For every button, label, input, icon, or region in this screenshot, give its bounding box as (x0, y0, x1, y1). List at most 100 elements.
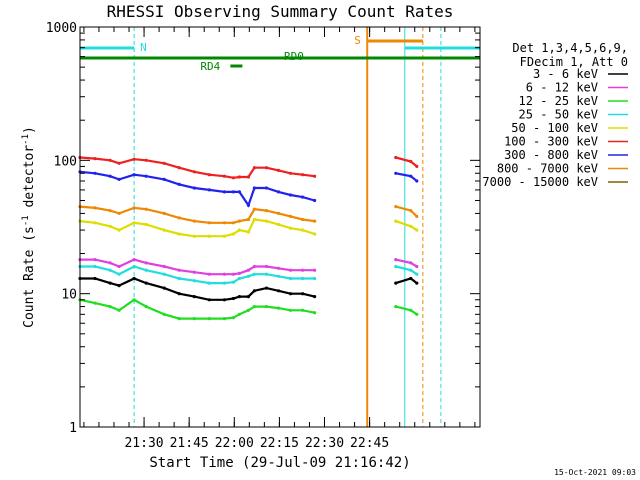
data-point (231, 296, 235, 301)
y-axis-label-sup1: -1 (21, 215, 31, 226)
data-point (237, 276, 241, 281)
data-point (313, 311, 317, 315)
data-point (252, 166, 256, 170)
data-point (313, 174, 317, 178)
data-point (246, 274, 250, 278)
data-point (192, 270, 196, 274)
data-point (394, 281, 398, 285)
data-point (276, 190, 281, 194)
x-axis-label: Start Time (29-Jul-09 21:16:42) (149, 455, 410, 471)
data-point (246, 295, 250, 299)
data-point (93, 157, 97, 161)
data-point (276, 222, 281, 227)
night-flag-label: N (140, 41, 147, 54)
data-point (222, 174, 226, 178)
data-point (313, 276, 317, 281)
data-point (394, 258, 398, 262)
data-point (192, 317, 196, 321)
data-point (237, 312, 241, 316)
data-point (237, 271, 241, 275)
data-point (231, 232, 235, 236)
data-point (246, 203, 250, 207)
data-point (252, 272, 256, 276)
data-point (313, 295, 317, 299)
x-axis: 21:30 21:45 22:00 22:15 22:30 22:45 (83, 27, 476, 451)
data-point (237, 190, 241, 194)
data-point (415, 179, 419, 183)
data-point (252, 305, 256, 309)
series-line-7 (79, 205, 315, 224)
data-point (132, 157, 136, 161)
data-point (108, 261, 112, 265)
data-point (177, 166, 181, 170)
data-point (246, 308, 250, 312)
data-point (144, 158, 148, 162)
data-point (237, 175, 241, 179)
data-point (252, 217, 256, 222)
data-point (415, 228, 419, 232)
data-point (231, 316, 235, 320)
data-point (231, 221, 235, 225)
data-point (246, 217, 250, 222)
data-point (264, 209, 269, 213)
data-point (237, 228, 241, 232)
data-point (117, 272, 121, 276)
data-point (108, 174, 112, 178)
data-point (93, 171, 97, 175)
data-point (117, 228, 121, 232)
data-point (132, 206, 136, 210)
data-point (132, 221, 136, 225)
data-point (207, 173, 211, 177)
data-point (415, 312, 419, 316)
data-point (237, 295, 241, 299)
data-point (132, 173, 136, 177)
data-point (117, 264, 121, 269)
y-axis: 1 10 100 1000 (46, 21, 480, 436)
data-point (264, 305, 269, 309)
series-line-4 (79, 218, 315, 238)
data-point (237, 219, 241, 223)
data-point (415, 264, 419, 269)
data-point (409, 224, 413, 228)
data-point (108, 268, 112, 272)
data-point (264, 166, 269, 170)
data-point (231, 176, 235, 180)
data-point (222, 190, 226, 194)
data-point (93, 264, 97, 269)
data-point (192, 219, 196, 223)
data-point (144, 174, 148, 178)
data-point (288, 276, 293, 281)
data-point (177, 276, 181, 281)
data-point (246, 175, 250, 179)
data-point (394, 305, 398, 309)
data-point (108, 209, 112, 213)
flag-markers: N S RD0 RD4 (79, 27, 480, 427)
data-point (246, 230, 250, 234)
data-point (192, 170, 196, 174)
data-point (301, 268, 305, 272)
data-point (231, 190, 235, 194)
data-point (222, 281, 226, 285)
data-point (162, 272, 166, 276)
series-line-5 (79, 156, 315, 179)
rd0-flag-label: RD0 (284, 50, 304, 63)
y-tick-label: 1000 (46, 21, 77, 36)
data-point (93, 206, 97, 210)
data-point (192, 234, 196, 238)
data-point (93, 276, 97, 281)
data-point (313, 198, 317, 203)
legend-header-line2: FDecim 1, Att 0 (520, 55, 628, 69)
y-axis-label-mid: detector (22, 145, 37, 216)
data-point (301, 173, 305, 177)
data-point (313, 232, 317, 236)
data-point (246, 268, 250, 272)
data-point (177, 268, 181, 272)
data-point (132, 276, 136, 281)
legend-label: 300 - 800 keV (504, 148, 598, 162)
data-point (162, 286, 166, 290)
data-point (222, 272, 226, 276)
data-point (207, 234, 211, 238)
y-tick-label: 1 (69, 421, 77, 436)
